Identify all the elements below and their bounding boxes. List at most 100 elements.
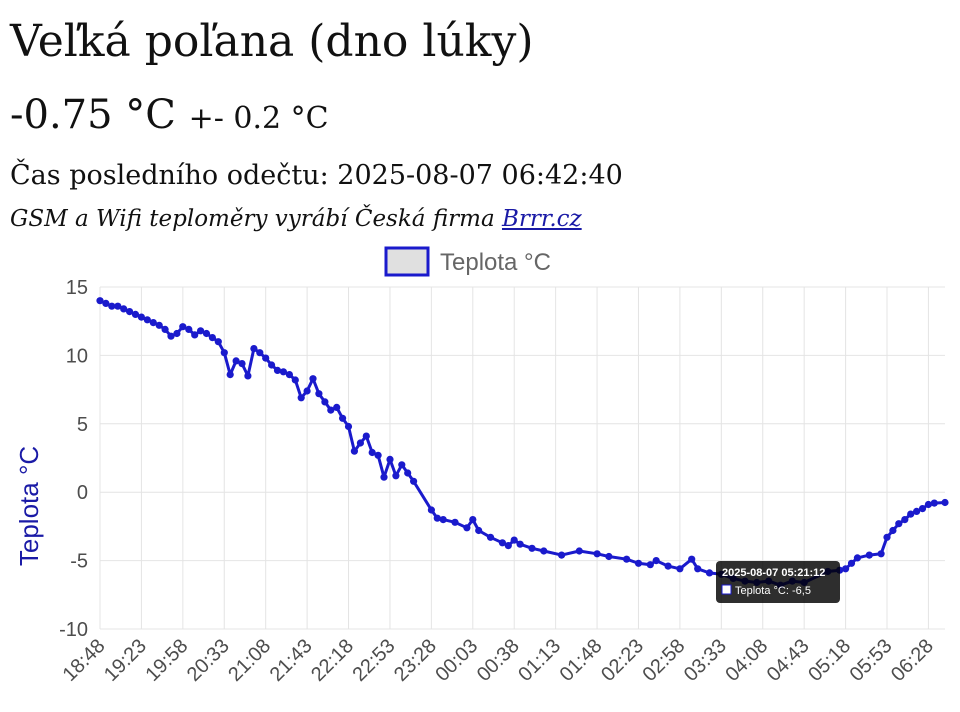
data-point <box>664 562 672 570</box>
data-point <box>380 473 388 481</box>
last-reading-time: Čas posledního odečtu: 2025-08-07 06:42:… <box>10 160 623 191</box>
y-tick-label: 15 <box>66 277 88 299</box>
y-axis-label: Teplota °C <box>14 446 44 566</box>
data-point <box>918 505 927 513</box>
x-tick-label: 03:33 <box>680 635 731 686</box>
data-point <box>303 387 311 395</box>
x-tick-label: 00:03 <box>431 635 482 686</box>
x-tick-label: 19:23 <box>100 635 151 686</box>
data-point <box>901 516 909 524</box>
x-tick-label: 22:53 <box>349 635 400 686</box>
y-tick-label: 5 <box>77 414 88 436</box>
data-point <box>410 477 418 485</box>
credit-line: GSM a Wifi teploměry vyrábí Česká firma … <box>10 206 582 232</box>
data-point <box>315 390 323 398</box>
data-point <box>404 469 412 477</box>
data-point <box>605 552 613 561</box>
data-point <box>486 533 495 541</box>
data-point <box>433 514 441 522</box>
data-point <box>705 569 714 577</box>
data-point <box>398 461 406 469</box>
data-point <box>350 447 358 455</box>
x-tick-label: 22:18 <box>307 635 358 686</box>
data-point <box>96 297 104 305</box>
data-point <box>185 325 193 333</box>
data-point <box>853 554 862 562</box>
data-point <box>244 372 252 380</box>
data-point <box>191 331 199 339</box>
data-point <box>108 302 116 310</box>
data-point <box>504 542 512 550</box>
y-tick-labels: 15 10 5 0 -5 -10 <box>59 277 88 641</box>
x-tick-label: 05:53 <box>846 635 897 686</box>
data-point <box>120 305 128 313</box>
x-tick-label: 04:43 <box>763 635 814 686</box>
data-point <box>273 366 282 374</box>
data-point <box>173 329 181 338</box>
data-point <box>214 338 222 346</box>
data-point <box>498 539 506 547</box>
data-point <box>439 516 447 524</box>
data-point <box>575 547 583 555</box>
data-point <box>924 500 933 509</box>
temperature-tolerance: +- 0.2 °C <box>188 101 329 136</box>
data-point <box>333 403 341 411</box>
data-point <box>475 526 483 535</box>
x-tick-label: 21:08 <box>224 635 275 686</box>
legend[interactable]: Teplota °C <box>384 246 551 277</box>
x-tick-label: 02:58 <box>638 635 689 686</box>
data-point <box>114 302 122 310</box>
data-point <box>250 345 258 353</box>
data-point <box>339 414 347 422</box>
data-point <box>321 398 329 406</box>
data-point <box>268 361 276 369</box>
data-point <box>842 565 850 573</box>
tooltip-box <box>716 561 840 603</box>
data-point <box>374 451 382 459</box>
data-point <box>392 472 400 480</box>
data-point <box>197 327 205 335</box>
data-point <box>143 316 151 324</box>
data-point <box>913 507 921 515</box>
temperature-value: -0.75 °C <box>10 92 176 138</box>
x-tick-label: 00:38 <box>473 635 524 686</box>
data-point <box>232 357 240 365</box>
data-point <box>877 550 885 558</box>
data-point <box>469 516 477 524</box>
data-point <box>256 349 264 357</box>
data-point <box>362 432 370 440</box>
data-point <box>167 332 175 340</box>
data-point <box>285 371 293 379</box>
x-tick-labels: 18:4819:2319:5820:3321:0821:4322:1822:53… <box>59 635 938 686</box>
x-tick-label: 01:48 <box>556 635 607 686</box>
tooltip-label: Teplota °C: -6,5 <box>735 585 811 597</box>
x-tick-label: 02:23 <box>597 635 648 686</box>
data-point <box>646 561 654 569</box>
data-point <box>238 360 246 368</box>
data-point <box>262 354 270 362</box>
data-point <box>623 555 631 563</box>
data-point <box>510 536 518 544</box>
data-point <box>688 555 696 563</box>
data-point <box>895 520 903 528</box>
data-point <box>356 439 364 447</box>
brrr-link[interactable]: Brrr.cz <box>501 206 582 232</box>
data-point <box>149 319 157 327</box>
page-title: Veľká poľana (dno lúky) <box>10 16 534 67</box>
x-tick-label: 18:48 <box>59 635 110 686</box>
credit-text: GSM a Wifi teploměry vyrábí Česká firma <box>10 206 502 232</box>
data-point <box>344 422 353 431</box>
data-point <box>516 540 524 548</box>
data-point <box>126 308 134 316</box>
x-tick-label: 01:13 <box>514 635 565 686</box>
data-point <box>208 334 216 342</box>
data-point <box>540 547 548 555</box>
data-point <box>427 506 435 514</box>
data-point <box>179 323 187 331</box>
data-point <box>558 551 566 559</box>
data-point <box>676 565 684 573</box>
data-point <box>386 455 394 463</box>
data-point <box>327 406 335 414</box>
data-point <box>865 551 873 559</box>
data-point <box>847 559 856 567</box>
